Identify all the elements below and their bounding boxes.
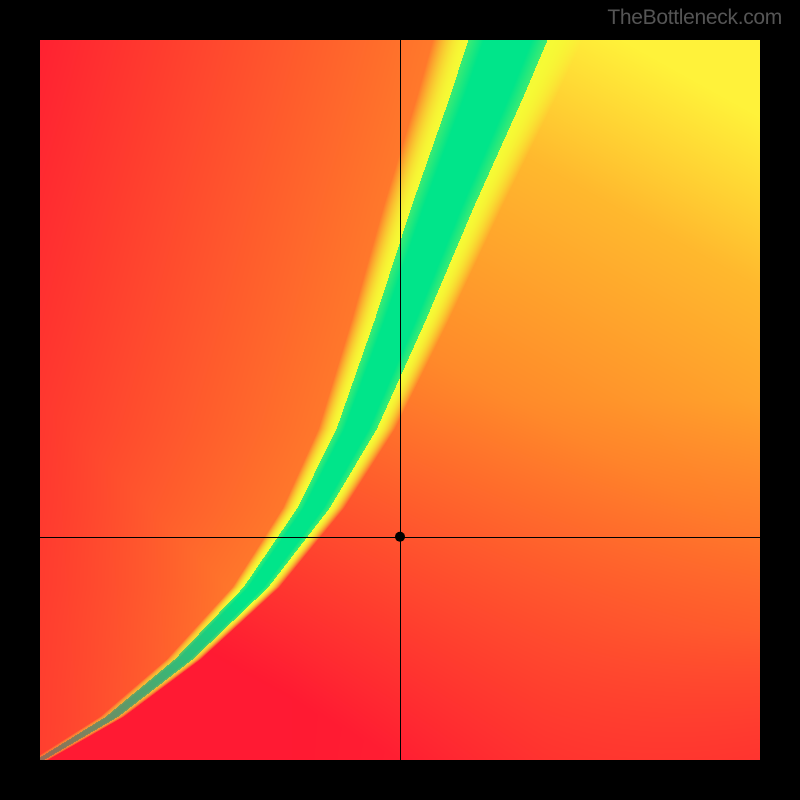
plot-area [40,40,760,760]
chart-container: TheBottleneck.com [0,0,800,800]
heatmap-canvas [40,40,760,760]
watermark-text: TheBottleneck.com [607,6,782,30]
